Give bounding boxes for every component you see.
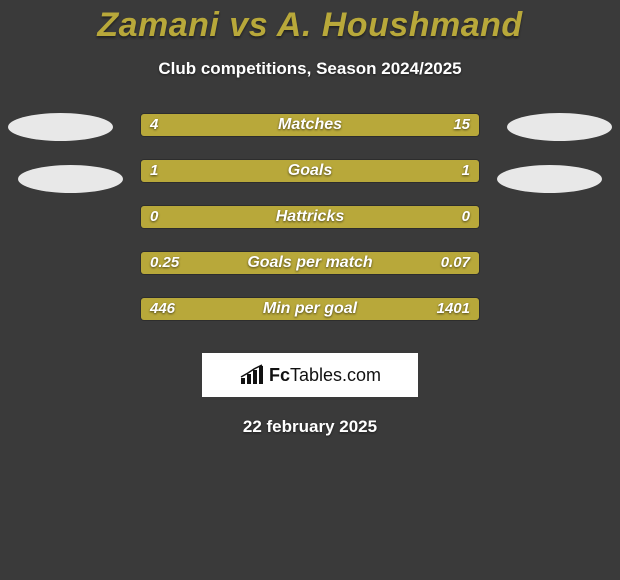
page-title: Zamani vs A. Houshmand (0, 0, 620, 45)
stat-label: Goals per match (140, 251, 480, 275)
subtitle: Club competitions, Season 2024/2025 (0, 59, 620, 79)
stat-row: 415Matches (0, 113, 620, 159)
comparison-chart: 415Matches11Goals00Hattricks0.250.07Goal… (0, 113, 620, 343)
stat-row: 11Goals (0, 159, 620, 205)
stat-label: Goals (140, 159, 480, 183)
stat-label: Min per goal (140, 297, 480, 321)
stat-row: 00Hattricks (0, 205, 620, 251)
fctables-logo: FcTables.com (202, 353, 418, 397)
stat-row: 0.250.07Goals per match (0, 251, 620, 297)
date-label: 22 february 2025 (0, 417, 620, 437)
stat-label: Hattricks (140, 205, 480, 229)
stat-row: 4461401Min per goal (0, 297, 620, 343)
logo-text: FcTables.com (269, 365, 381, 386)
chart-icon (239, 364, 265, 386)
stat-label: Matches (140, 113, 480, 137)
